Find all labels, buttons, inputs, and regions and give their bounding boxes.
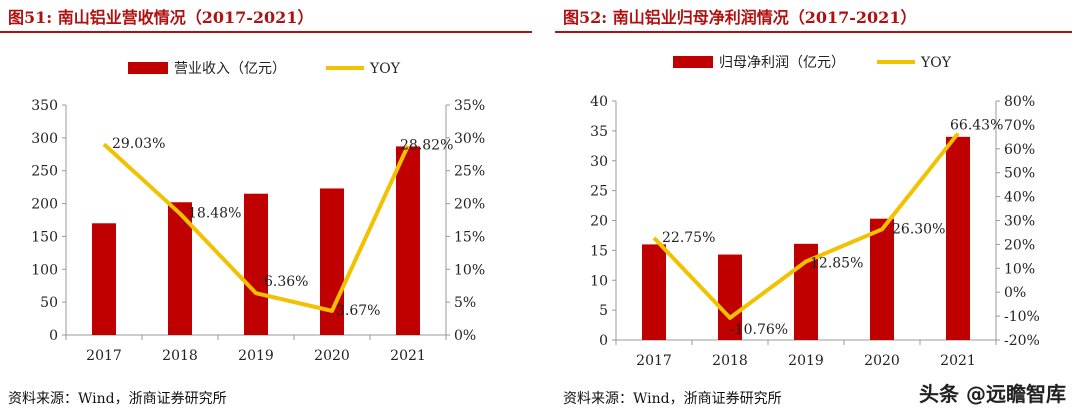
source-note: 资料来源：Wind，浙商证券研究所 — [8, 391, 227, 407]
chart-title: 图51: 南山铝业营收情况（2017-2021） — [8, 8, 314, 27]
y2-tick-label: 15% — [454, 229, 485, 245]
y2-tick-label: 10% — [454, 262, 485, 278]
bar — [946, 136, 970, 340]
y2-tick-label: 5% — [454, 295, 476, 311]
data-label: 18.48% — [188, 206, 241, 222]
watermark: 头条 @远瞻智库 — [919, 382, 1066, 406]
revenue-chart: 0 50 100 150 200 250 300 350 0% 5% 10% 15% 20% 25% 30%… — [31, 61, 485, 364]
y-tick-label: 300 — [31, 131, 58, 147]
y2-tick-label: 10% — [1004, 261, 1035, 277]
y2-tick-label: 80% — [1004, 94, 1035, 110]
y2-tick-label: 0% — [454, 328, 476, 344]
x-tick-label: 2020 — [314, 348, 350, 364]
x-tick-label: 2019 — [788, 353, 824, 369]
legend-label-bar: 归母净利润（亿元） — [719, 54, 845, 71]
chart-panel-net-profit: 图52: 南山铝业归母净利润情况（2017-2021） 0 5 10 15 20 25 30… — [555, 0, 1080, 417]
y-tick-label: 0 — [599, 333, 608, 349]
y2-tick-label: 30% — [1004, 214, 1035, 230]
y2-tick-label: 30% — [454, 131, 485, 147]
y-tick-label: 50 — [40, 295, 58, 311]
y2-tick-label: 0% — [1004, 285, 1026, 301]
data-label: 29.03% — [112, 136, 165, 152]
legend-swatch-bar — [128, 62, 168, 74]
title-rule — [555, 31, 1072, 33]
data-label: 22.75% — [662, 230, 715, 246]
y2-tick-label: 50% — [1004, 166, 1035, 182]
bar — [870, 218, 894, 340]
yoy-line — [102, 142, 410, 313]
y-tick-label: 250 — [31, 164, 58, 180]
bar — [642, 244, 666, 340]
y2-tick-label: -20% — [1004, 333, 1040, 349]
y-tick-label: 150 — [31, 229, 58, 245]
y-tick-label: 25 — [590, 184, 608, 200]
y2-tick-label: 70% — [1004, 118, 1035, 134]
legend-label-line: YOY — [920, 55, 952, 71]
title-rule — [0, 31, 532, 33]
x-tick-label: 2019 — [238, 348, 274, 364]
bar — [92, 223, 116, 335]
source-note: 资料来源：Wind，浙商证券研究所 — [563, 391, 782, 407]
x-tick-label: 2018 — [712, 353, 748, 369]
data-label: 6.36% — [264, 274, 308, 290]
y2-tick-label: 40% — [1004, 190, 1035, 206]
legend-swatch-bar — [673, 56, 713, 68]
bar — [396, 146, 420, 335]
data-label: 3.67% — [336, 303, 380, 319]
x-tick-label: 2021 — [940, 353, 976, 369]
data-label: -10.76% — [730, 322, 788, 338]
y2-tick-label: -10% — [1004, 309, 1040, 325]
y-tick-label: 20 — [590, 214, 608, 230]
y-tick-label: 15 — [590, 243, 608, 259]
y-tick-label: 350 — [31, 98, 58, 114]
y-tick-label: 0 — [49, 328, 58, 344]
y-tick-label: 5 — [599, 303, 608, 319]
y2-tick-label: 35% — [454, 98, 485, 114]
y-tick-label: 40 — [590, 94, 608, 110]
data-label: 28.82% — [400, 138, 453, 154]
y2-tick-label: 20% — [454, 197, 485, 213]
data-label: 26.30% — [892, 221, 945, 237]
chart-panel-revenue: 图51: 南山铝业营收情况（2017-2021） 0 50 100 150 200 250… — [0, 8, 532, 407]
net-profit-chart: 0 5 10 15 20 25 30 35 40 -20% -10% 0% 10% 20% 30% 40% 50… — [590, 54, 1040, 369]
x-tick-label: 2017 — [86, 348, 122, 364]
chart-title: 图52: 南山铝业归母净利润情况（2017-2021） — [563, 8, 917, 27]
y2-tick-label: 25% — [454, 164, 485, 180]
yoy-line — [652, 132, 960, 320]
x-tick-label: 2021 — [390, 348, 426, 364]
y2-tick-label: 20% — [1004, 237, 1035, 253]
legend-label-line: YOY — [369, 61, 401, 77]
legend-label-bar: 营业收入（亿元） — [174, 61, 286, 77]
y2-tick-label: 60% — [1004, 142, 1035, 158]
bar — [244, 193, 268, 335]
data-label: 12.85% — [810, 255, 863, 271]
y-tick-label: 200 — [31, 197, 58, 213]
data-label: 66.43% — [950, 117, 1003, 133]
x-tick-label: 2018 — [162, 348, 198, 364]
x-tick-label: 2017 — [636, 353, 672, 369]
y-tick-label: 10 — [590, 273, 608, 289]
y-tick-label: 35 — [590, 124, 608, 140]
bar — [718, 254, 742, 340]
x-tick-label: 2020 — [864, 353, 900, 369]
y-tick-label: 30 — [590, 154, 608, 170]
y-tick-label: 100 — [31, 262, 58, 278]
